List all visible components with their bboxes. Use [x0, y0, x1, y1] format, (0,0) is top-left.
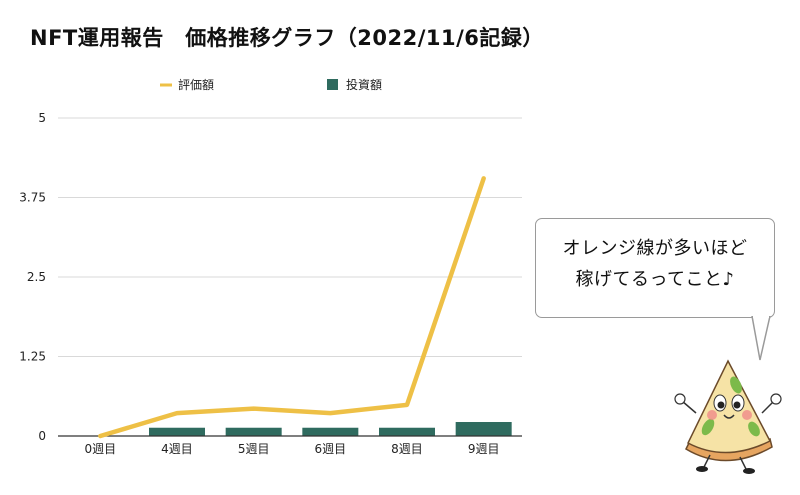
pizza-mascot-icon — [674, 359, 782, 474]
legend-label-evaluation: 評価額 — [178, 77, 214, 92]
speech-bubble-line-1: オレンジ線が多いほど — [562, 238, 748, 259]
x-tick-label: 4週目 — [161, 442, 193, 456]
investment-bar — [379, 427, 435, 436]
y-tick-label: 1.25 — [19, 350, 46, 364]
chart-title: NFT運用報告 価格推移グラフ（2022/11/6記録） — [30, 26, 544, 50]
x-axis-ticks: 0週目 4週目 5週目 6週目 8週目 9週目 — [85, 442, 500, 456]
x-tick-label: 0週目 — [85, 442, 117, 456]
evaluation-line — [98, 176, 486, 439]
x-tick-label: 5週目 — [238, 442, 270, 456]
x-tick-label: 9週目 — [468, 442, 500, 456]
legend-label-investment: 投資額 — [346, 77, 382, 92]
y-tick-label: 0 — [38, 429, 46, 443]
x-tick-label: 6週目 — [315, 442, 347, 456]
legend-swatch-investment — [327, 79, 338, 90]
grid-lines — [58, 117, 522, 357]
speech-bubble-tail — [751, 316, 771, 361]
y-tick-label: 2.5 — [27, 270, 46, 284]
investment-bar — [225, 427, 282, 436]
y-tick-label: 3.75 — [19, 191, 46, 205]
investment-bars — [149, 422, 512, 436]
y-axis-ticks: 0 1.25 2.5 3.75 5 — [19, 111, 46, 443]
speech-bubble: オレンジ線が多いほど 稼げてるってこと♪ — [535, 218, 775, 318]
investment-bar — [302, 427, 359, 436]
investment-bar — [149, 427, 205, 436]
speech-bubble-line-2: 稼げてるってこと♪ — [575, 269, 735, 290]
legend: 評価額 投資額 — [160, 77, 382, 92]
x-tick-label: 8週目 — [391, 442, 423, 456]
evaluation-line-path — [98, 176, 486, 439]
investment-bar — [455, 422, 512, 436]
y-tick-label: 5 — [38, 111, 46, 125]
